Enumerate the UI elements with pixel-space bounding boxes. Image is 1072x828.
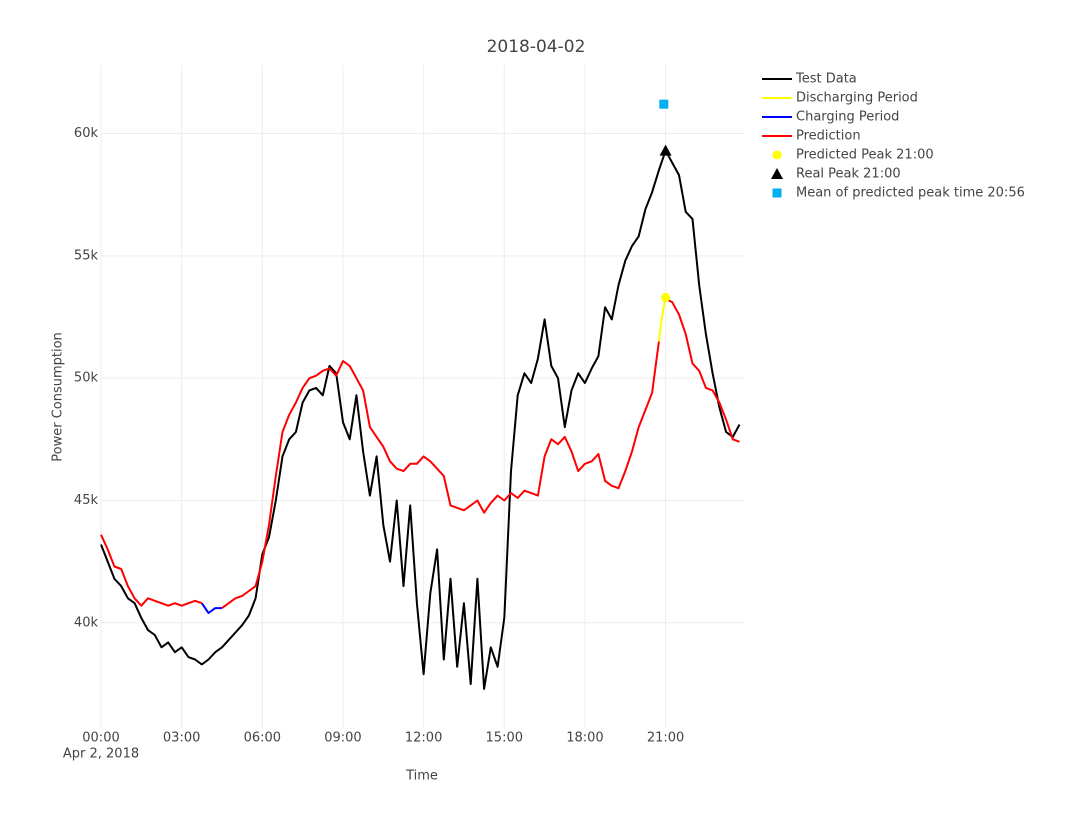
legend-symbol — [772, 150, 782, 160]
y-tick-label: 60k — [74, 126, 99, 141]
x-tick-label: 15:00 — [486, 731, 523, 746]
line-series — [200, 602, 222, 614]
legend-label: Discharging Period — [796, 91, 918, 106]
legend-label: Charging Period — [796, 110, 899, 125]
x-tick-label: 09:00 — [324, 731, 361, 746]
x-tick-label: 06:00 — [244, 731, 281, 746]
x-tick-label: 03:00 — [163, 731, 200, 746]
x-axis-title: Time — [405, 769, 438, 784]
y-tick-label: 50k — [74, 371, 99, 386]
legend-label: Test Data — [795, 72, 857, 87]
x-tick-label: 00:00 — [82, 731, 119, 746]
y-tick-label: 40k — [74, 615, 99, 630]
legend-label: Real Peak 21:00 — [796, 167, 901, 182]
legend-label: Predicted Peak 21:00 — [796, 148, 934, 163]
x-tick-label: 12:00 — [405, 731, 442, 746]
legend-label: Mean of predicted peak time 20:56 — [796, 186, 1025, 201]
marker — [659, 99, 669, 109]
x-date-label: Apr 2, 2018 — [63, 747, 139, 762]
legend-label: Prediction — [796, 129, 861, 144]
y-tick-label: 55k — [74, 248, 99, 263]
y-tick-label: 45k — [74, 493, 99, 508]
y-axis-title: Power Consumption — [51, 332, 66, 462]
marker — [659, 144, 672, 156]
line-series — [100, 149, 741, 690]
line-series — [100, 299, 740, 609]
marker — [661, 292, 671, 302]
x-tick-label: 21:00 — [647, 731, 684, 746]
legend-symbol — [771, 168, 783, 179]
chart-title: 2018-04-02 — [487, 37, 586, 57]
x-tick-label: 18:00 — [566, 731, 603, 746]
legend-symbol — [772, 188, 782, 198]
